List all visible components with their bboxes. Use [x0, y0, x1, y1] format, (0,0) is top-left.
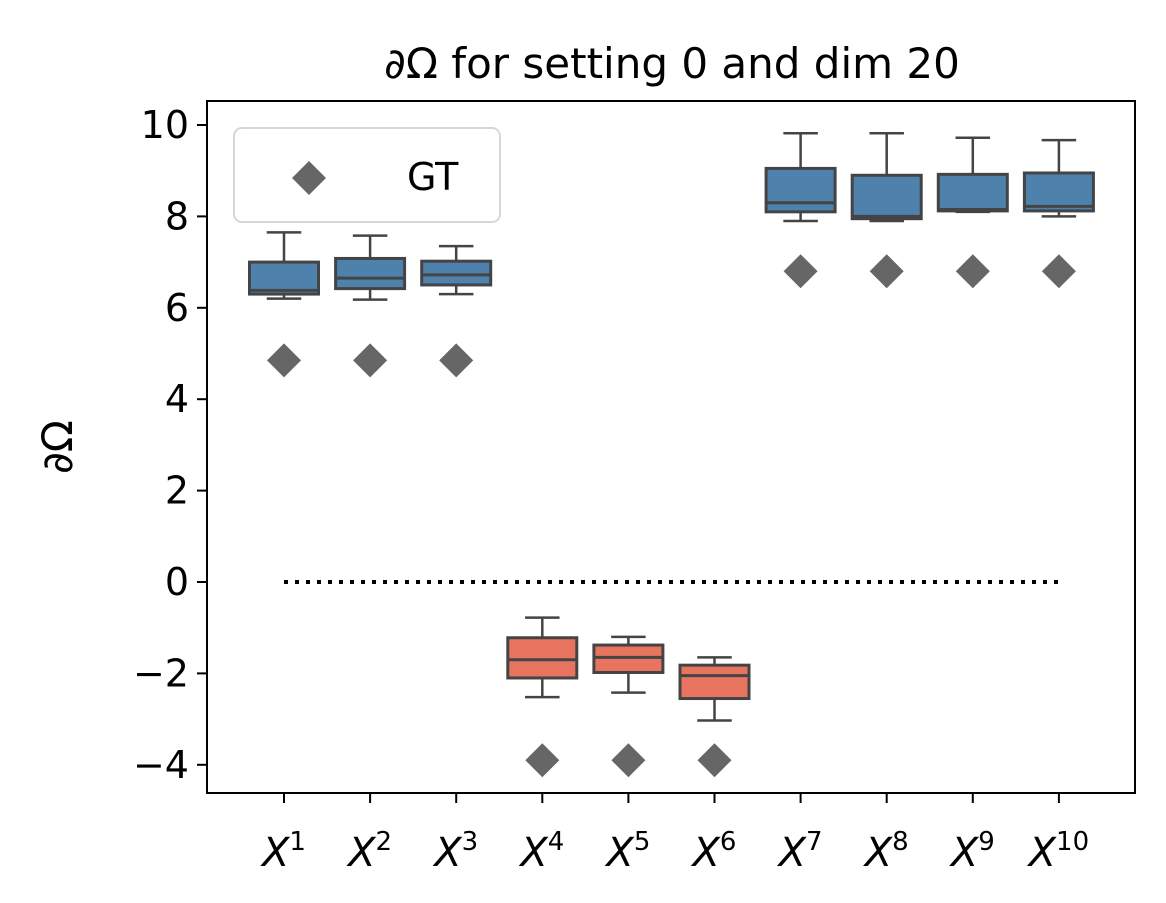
y-tick-label: 6 — [165, 286, 189, 330]
gt-marker — [611, 743, 646, 778]
gt-series — [267, 254, 1076, 778]
y-tick-label: 8 — [165, 194, 189, 238]
box-2 — [334, 234, 407, 301]
box-body — [850, 173, 923, 221]
box-body — [248, 260, 320, 296]
y-tick-label: −2 — [133, 651, 189, 695]
box-series — [248, 131, 1095, 722]
box-body — [678, 663, 751, 701]
legend-box — [233, 127, 501, 223]
box-body — [764, 166, 837, 214]
x-tick-label: X6 — [691, 827, 737, 876]
x-tick-label: X5 — [604, 827, 650, 876]
x-tick-label: X4 — [518, 827, 564, 876]
y-tick-label: 4 — [165, 377, 189, 421]
x-tick-label: X8 — [863, 827, 909, 876]
y-tick-label: −4 — [133, 743, 189, 787]
gt-marker — [267, 343, 301, 378]
gt-marker — [783, 254, 818, 289]
y-tick-label: 10 — [141, 103, 189, 147]
x-tick-label: X2 — [346, 827, 392, 876]
box-1 — [248, 231, 320, 300]
chart-title: ∂Ω for setting 0 and dim 20 — [384, 39, 960, 88]
x-tick-label: X1 — [260, 827, 306, 876]
box-5 — [592, 635, 665, 694]
gt-marker — [353, 343, 388, 378]
gt-marker — [869, 254, 904, 289]
box-body — [420, 259, 493, 287]
box-10 — [1022, 138, 1095, 218]
gt-marker — [697, 743, 732, 778]
x-tick-label: X3 — [432, 827, 478, 876]
box-body — [1022, 171, 1095, 213]
x-tick-label: X10 — [1027, 827, 1090, 876]
gt-marker — [1041, 254, 1076, 289]
x-axis-ticks: X1 X2 X3 X4 X5 X6 X7 X8 X9 X10 — [260, 793, 1089, 876]
legend-label-gt: GT — [407, 155, 459, 199]
y-axis-ticks: −4 −2 0 2 4 6 8 10 — [133, 103, 207, 787]
box-body — [506, 636, 579, 680]
y-tick-label: 2 — [165, 469, 189, 513]
box-4 — [506, 616, 579, 699]
plot-frame — [206, 100, 1136, 794]
gt-marker — [525, 743, 560, 778]
x-tick-label: X7 — [777, 827, 823, 876]
gt-marker — [439, 343, 474, 378]
legend-marker-gt — [292, 161, 326, 195]
box-6 — [678, 656, 751, 722]
y-axis-label: ∂Ω — [33, 420, 82, 474]
box-body — [334, 256, 407, 291]
box-8 — [850, 131, 923, 223]
x-tick-label: X9 — [949, 827, 995, 876]
box-7 — [764, 131, 837, 223]
box-9 — [936, 136, 1009, 214]
box-body — [936, 172, 1009, 213]
gt-marker — [955, 254, 990, 289]
y-tick-label: 0 — [165, 560, 189, 604]
box-3 — [420, 244, 493, 296]
legend: GT — [233, 127, 501, 223]
